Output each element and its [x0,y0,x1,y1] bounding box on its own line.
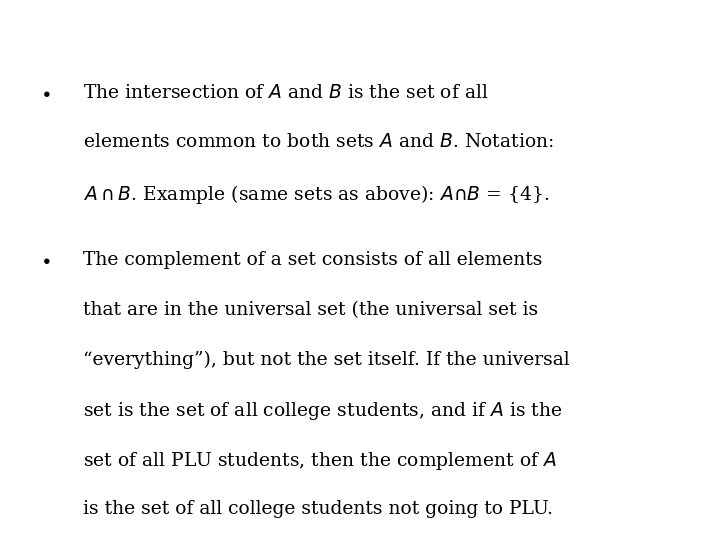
Text: $A \cap B$. Example (same sets as above): $A{\cap}B$ = {4}.: $A \cap B$. Example (same sets as above)… [83,183,549,206]
Text: set of all PLU students, then the complement of $A$: set of all PLU students, then the comple… [83,450,557,472]
Text: “everything”), but not the set itself. If the universal: “everything”), but not the set itself. I… [83,350,570,369]
Text: $\bullet$: $\bullet$ [40,251,50,269]
Text: set is the set of all college students, and if $A$ is the: set is the set of all college students, … [83,400,562,422]
Text: elements common to both sets $A$ and $B$. Notation:: elements common to both sets $A$ and $B$… [83,133,554,151]
Text: The complement of a set consists of all elements: The complement of a set consists of all … [83,251,542,269]
Text: that are in the universal set (the universal set is: that are in the universal set (the unive… [83,301,538,319]
Text: is the set of all college students not going to PLU.: is the set of all college students not g… [83,500,553,517]
Text: $\bullet$: $\bullet$ [40,84,50,102]
Text: The intersection of $A$ and $B$ is the set of all: The intersection of $A$ and $B$ is the s… [83,84,488,102]
